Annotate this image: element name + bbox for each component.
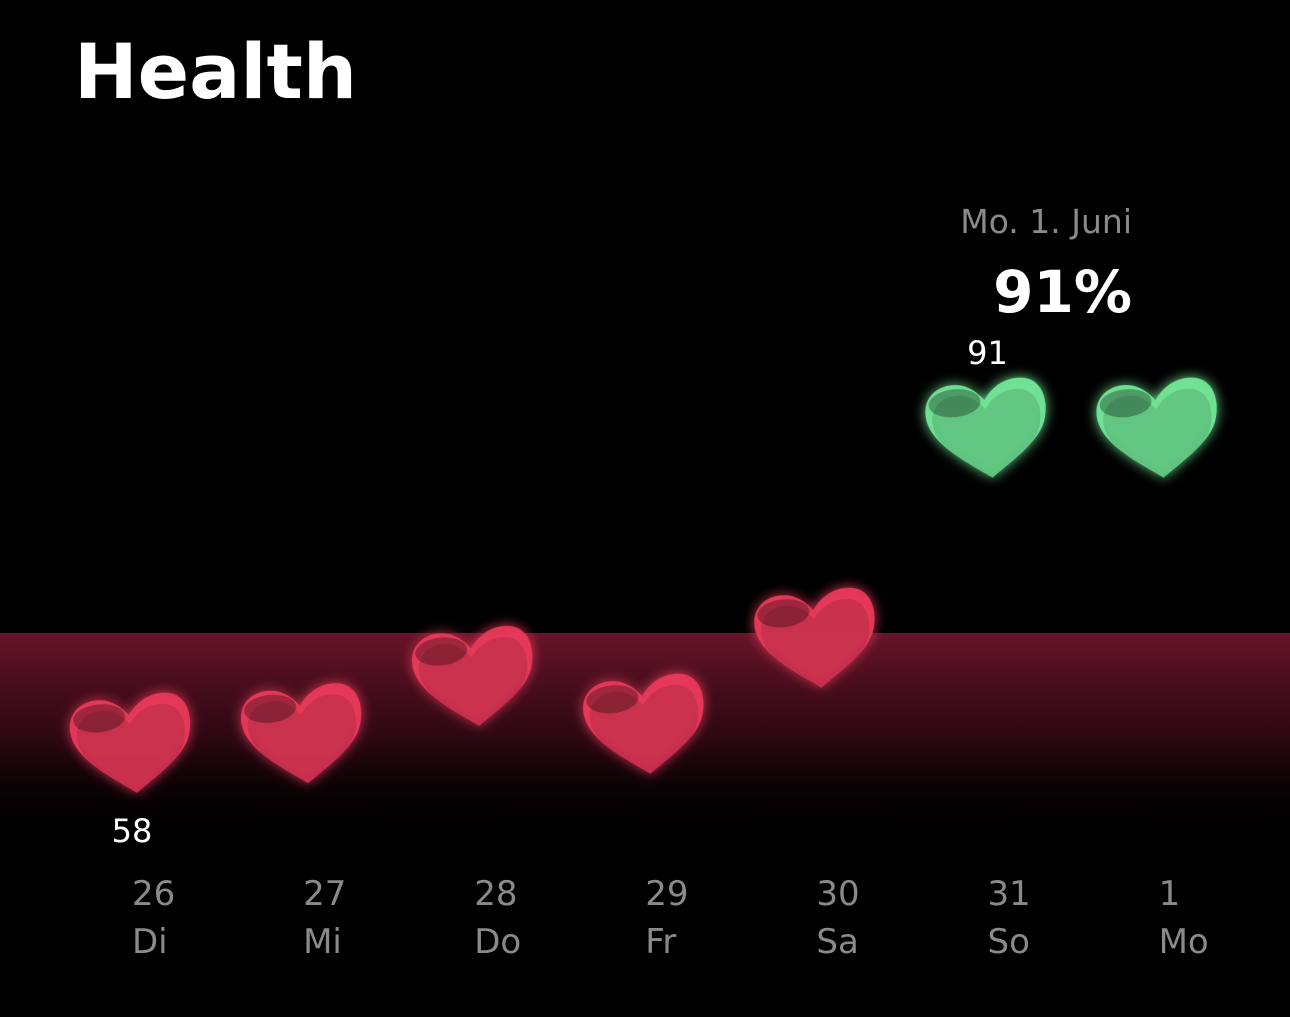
heart-cup — [928, 389, 981, 418]
x-tick-label: 27 — [303, 874, 346, 914]
title: Health — [74, 27, 357, 116]
x-tick-label: 30 — [816, 874, 859, 914]
selected-date: Mo. 1. Juni — [960, 202, 1132, 241]
weekday-label: So — [988, 922, 1030, 962]
x-tick-label: 28 — [474, 874, 517, 914]
heart — [240, 683, 362, 785]
weekday-label: Fr — [645, 922, 676, 962]
heart-cup — [73, 704, 125, 733]
value-label: 58 — [112, 812, 153, 850]
selected-value: 91% — [993, 258, 1132, 326]
heart — [925, 377, 1046, 479]
weekday-label: Do — [474, 922, 521, 962]
heart-cup — [586, 685, 639, 714]
weekday-label: Sa — [816, 922, 858, 962]
heart-cup — [757, 599, 810, 628]
weekday-label: Mi — [303, 922, 342, 962]
value-label: 91 — [967, 334, 1008, 372]
heart — [583, 673, 704, 775]
x-tick-label: 1 — [1159, 874, 1181, 914]
heart — [69, 692, 191, 795]
weekday-label: Mo — [1159, 922, 1209, 962]
weekday-label: Di — [132, 922, 168, 962]
x-tick-label: 31 — [988, 874, 1031, 914]
x-tick-label: 26 — [132, 874, 175, 914]
heart-cup — [1099, 389, 1152, 418]
heart-cup — [415, 637, 468, 666]
x-tick-label: 29 — [645, 874, 688, 914]
heart — [1096, 377, 1217, 479]
heart-cup — [244, 694, 297, 724]
heart — [412, 625, 533, 728]
heart — [754, 587, 875, 689]
